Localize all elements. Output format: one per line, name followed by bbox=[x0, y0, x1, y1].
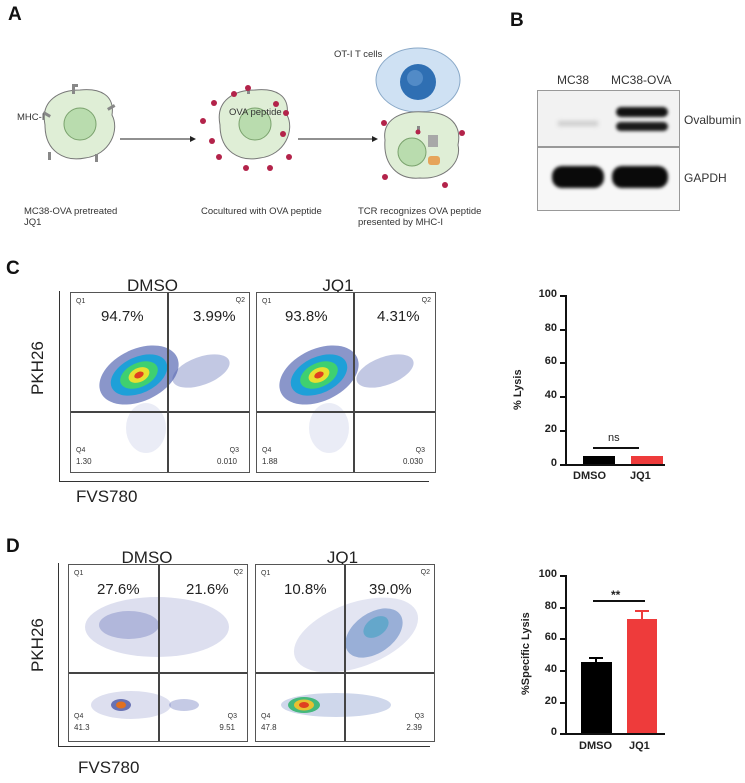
d-jq1-title: JQ1 bbox=[326, 548, 359, 567]
d-dmso-q4-value: 41.3 bbox=[74, 723, 90, 732]
panel-c-letter: C bbox=[6, 258, 20, 279]
c-bar-xlabel-dmso: DMSO bbox=[573, 470, 606, 482]
c-dmso-flow-plot: Q1 Q2 Q3 Q4 94.7% 3.99% 0.010 1.30 bbox=[70, 292, 250, 473]
lane-mc38-label: MC38 bbox=[557, 73, 590, 87]
d-dmso-bar bbox=[581, 662, 612, 733]
mhc-label: MHC-I bbox=[17, 112, 45, 123]
c-dmso-density-icon bbox=[99, 345, 230, 453]
d-jq1-q1-value: 10.8% bbox=[284, 581, 327, 598]
tumor-cell-icon bbox=[42, 84, 116, 162]
c-jq1-title: JQ1 bbox=[322, 276, 354, 295]
c-jq1-flow-plot: Q1 Q2 Q3 Q4 93.8% 4.31% 0.030 1.88 bbox=[256, 292, 436, 473]
c-jq1-q1-value: 93.8% bbox=[285, 308, 328, 325]
c-jq1-bar bbox=[631, 456, 663, 464]
c-bar-chart: ns bbox=[555, 292, 665, 466]
c-bar-ylabel: % Lysis bbox=[512, 369, 524, 410]
d-jq1-q3-value: 2.39 bbox=[406, 723, 422, 732]
d-significance-line bbox=[593, 600, 645, 602]
c-jq1-q4-value: 1.88 bbox=[262, 457, 278, 466]
tumor-cell-peptide-icon bbox=[200, 85, 292, 171]
c-significance-line bbox=[593, 447, 639, 449]
c-dmso-q3-value: 0.010 bbox=[216, 457, 237, 466]
c-dmso-bar bbox=[583, 456, 615, 464]
d-dmso-q2-value: 21.6% bbox=[186, 581, 229, 598]
step1-caption: MC38-OVA pretreated JQ1 bbox=[24, 206, 118, 228]
d-y-axis-label: PKH26 bbox=[28, 618, 47, 672]
ova-peptide-label: OVA peptide bbox=[229, 107, 282, 118]
schematic-diagram bbox=[42, 47, 465, 188]
gapdh-label: GAPDH bbox=[684, 171, 727, 185]
d-dmso-title: DMSO bbox=[121, 548, 173, 567]
d-dmso-q3-value: 9.51 bbox=[219, 723, 235, 732]
t-cell-icon bbox=[375, 47, 461, 126]
d-dmso-density-icon bbox=[85, 597, 229, 719]
panel-a-letter: A bbox=[8, 4, 22, 25]
d-bar-chart: ** bbox=[555, 574, 665, 744]
d-x-axis-label: FVS780 bbox=[78, 758, 140, 777]
d-y-axis bbox=[58, 563, 59, 746]
tumor-cell-recognized-icon bbox=[381, 111, 465, 188]
c-dmso-q1-value: 94.7% bbox=[101, 308, 144, 325]
lane-mc38-ova-label: MC38-OVA bbox=[611, 73, 672, 87]
d-jq1-bar bbox=[627, 619, 657, 733]
c-jq1-q2-value: 4.31% bbox=[377, 308, 420, 325]
c-dmso-title: DMSO bbox=[127, 276, 178, 295]
panel-b-letter: B bbox=[510, 10, 524, 31]
c-significance-label: ns bbox=[608, 432, 620, 444]
c-dmso-q4-value: 1.30 bbox=[76, 457, 92, 466]
c-y-axis-label: PKH26 bbox=[28, 341, 47, 395]
d-bar-ylabel: %Specific Lysis bbox=[520, 612, 532, 695]
c-x-axis-label: FVS780 bbox=[76, 487, 138, 506]
d-bar-xlabel-dmso: DMSO bbox=[579, 740, 612, 752]
d-x-axis bbox=[58, 746, 430, 747]
d-jq1-flow-plot: Q1 Q2 Q3 Q4 10.8% 39.0% 2.39 47.8 bbox=[255, 564, 435, 742]
d-dmso-flow-plot: Q1 Q2 Q3 Q4 27.6% 21.6% 9.51 41.3 bbox=[68, 564, 248, 742]
c-x-axis bbox=[59, 481, 429, 482]
d-jq1-density-icon bbox=[281, 597, 419, 717]
c-bar-xlabel-jq1: JQ1 bbox=[630, 470, 651, 482]
d-jq1-q2-value: 39.0% bbox=[369, 581, 412, 598]
step2-caption: Cocultured with OVA peptide bbox=[201, 206, 322, 217]
d-bar-xlabel-jq1: JQ1 bbox=[629, 740, 650, 752]
c-jq1-q3-value: 0.030 bbox=[402, 457, 423, 466]
d-significance-label: ** bbox=[611, 588, 621, 602]
ovalbumin-label: Ovalbumin bbox=[684, 113, 742, 127]
panel-d-letter: D bbox=[6, 536, 20, 557]
ot1-t-cells-label: OT-I T cells bbox=[334, 49, 383, 60]
step3-caption: TCR recognizes OVA peptide presented by … bbox=[358, 206, 482, 228]
ovalbumin-blot bbox=[537, 90, 680, 147]
c-dmso-q2-value: 3.99% bbox=[193, 308, 236, 325]
d-jq1-q4-value: 47.8 bbox=[261, 723, 277, 732]
d-dmso-q1-value: 27.6% bbox=[97, 581, 140, 598]
gapdh-blot bbox=[537, 147, 680, 211]
c-jq1-density-icon bbox=[279, 345, 414, 453]
